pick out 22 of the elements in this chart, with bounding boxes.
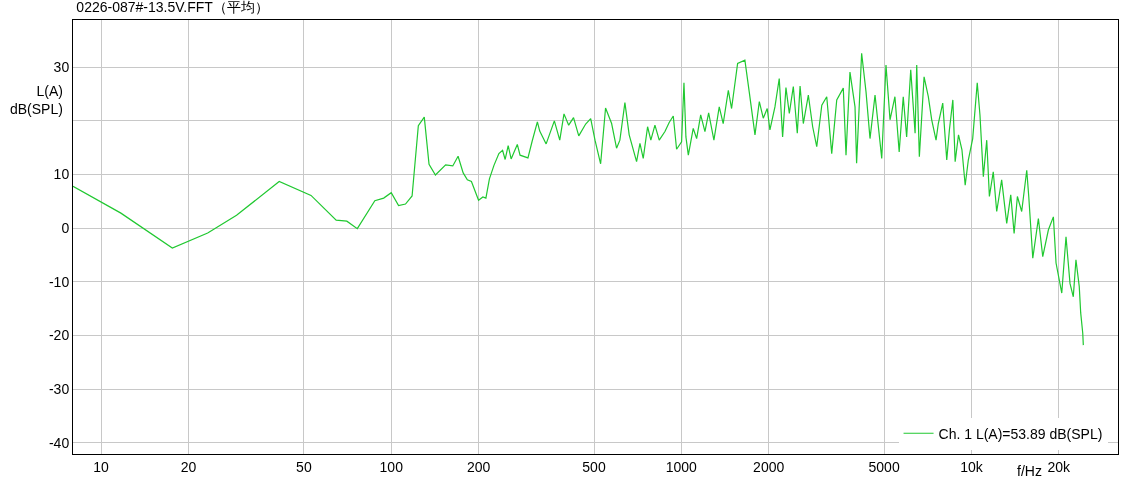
chart-title: 0226-087#-13.5V.FFT（平均） <box>76 0 269 16</box>
x-tick-label: 200 <box>466 458 491 475</box>
x-tick-label: 20 <box>180 458 197 475</box>
x-tick-label: 10 <box>93 458 110 475</box>
x-axis-title: f/Hz <box>1017 463 1042 479</box>
x-tick-label: 50 <box>296 458 312 475</box>
x-tick-label: 500 <box>582 458 606 475</box>
y-tick-label: -10 <box>48 273 70 290</box>
x-tick-label: 2000 <box>753 458 785 475</box>
x-tick-label: 10k <box>960 458 984 475</box>
y-tick-label: 10 <box>53 166 70 183</box>
y-tick-label: -40 <box>48 434 70 451</box>
legend-label: Ch. 1 L(A)=53.89 dB(SPL) <box>938 425 1103 442</box>
y-tick-label: -30 <box>48 380 70 397</box>
x-tick-label: 5000 <box>868 458 900 475</box>
x-tick-label: 100 <box>379 458 404 475</box>
y-axis-title: L(A) dB(SPL) <box>10 83 63 118</box>
x-tick-label: 1000 <box>665 458 698 475</box>
x-tick-label: 20k <box>1047 458 1072 475</box>
y-tick-label: 0 <box>61 220 70 237</box>
y-tick-label: -20 <box>48 327 70 344</box>
y-tick-label: 30 <box>53 59 70 76</box>
